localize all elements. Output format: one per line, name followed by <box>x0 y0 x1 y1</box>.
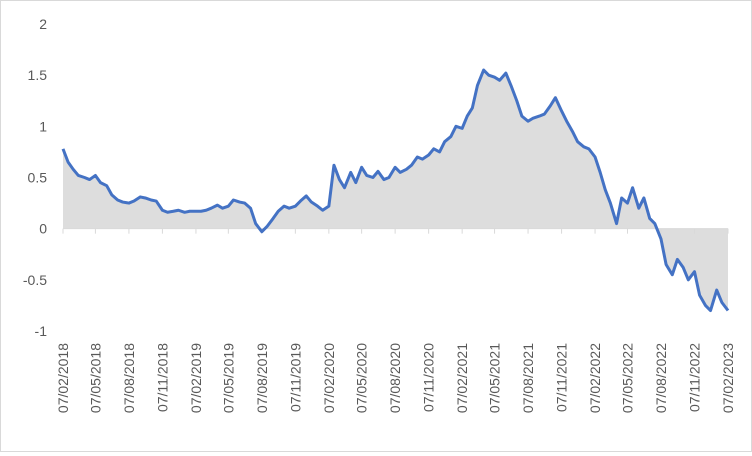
x-tick-label: 07/05/2022 <box>619 343 635 413</box>
x-tick-label: 07/05/2020 <box>354 343 370 413</box>
x-tick-label: 07/02/2022 <box>587 343 603 413</box>
y-tick-label: 1 <box>39 118 47 134</box>
area-layer <box>63 70 728 311</box>
x-tick-label: 07/11/2022 <box>687 343 703 412</box>
y-tick-label: 2 <box>39 16 47 32</box>
x-tick-label: 07/08/2022 <box>653 343 669 413</box>
x-tick-label: 07/11/2019 <box>287 343 303 412</box>
x-tick-label: 07/08/2020 <box>387 343 403 413</box>
x-tick-label: 07/02/2018 <box>55 343 71 413</box>
x-tick-label: 07/11/2020 <box>421 343 437 412</box>
y-tick-labels: -1 -0.5 0 0.5 1 1.5 2 <box>23 16 47 339</box>
x-tick-label: 07/11/2018 <box>154 343 170 412</box>
x-tick-label: 07/05/2021 <box>487 343 503 413</box>
axis-layer <box>62 228 729 234</box>
line-layer <box>61 68 730 313</box>
x-tick-label: 07/08/2018 <box>121 343 137 413</box>
x-tick-label: 07/11/2021 <box>554 343 570 412</box>
y-tick-label: -1 <box>35 323 48 339</box>
x-tick-label: 07/05/2019 <box>220 343 236 413</box>
series-area <box>63 70 728 311</box>
x-tick-label: 07/02/2020 <box>321 343 337 413</box>
x-tick-label: 07/08/2019 <box>254 343 270 413</box>
x-tick-labels: 07/02/2018 07/05/2018 07/08/2018 07/11/2018… <box>55 343 736 413</box>
x-tick-label: 07/02/2019 <box>188 343 204 413</box>
y-tick-label: 1.5 <box>28 67 48 83</box>
y-tick-label: -0.5 <box>23 272 47 288</box>
series-line <box>61 68 730 313</box>
x-tick-label: 07/05/2018 <box>87 343 103 413</box>
y-tick-label: 0.5 <box>28 170 48 186</box>
y-tick-label: 0 <box>39 221 47 237</box>
x-tick-label: 07/08/2021 <box>520 343 536 413</box>
x-tick-label: 07/02/2023 <box>720 343 736 413</box>
x-tick-label: 07/02/2021 <box>454 343 470 413</box>
